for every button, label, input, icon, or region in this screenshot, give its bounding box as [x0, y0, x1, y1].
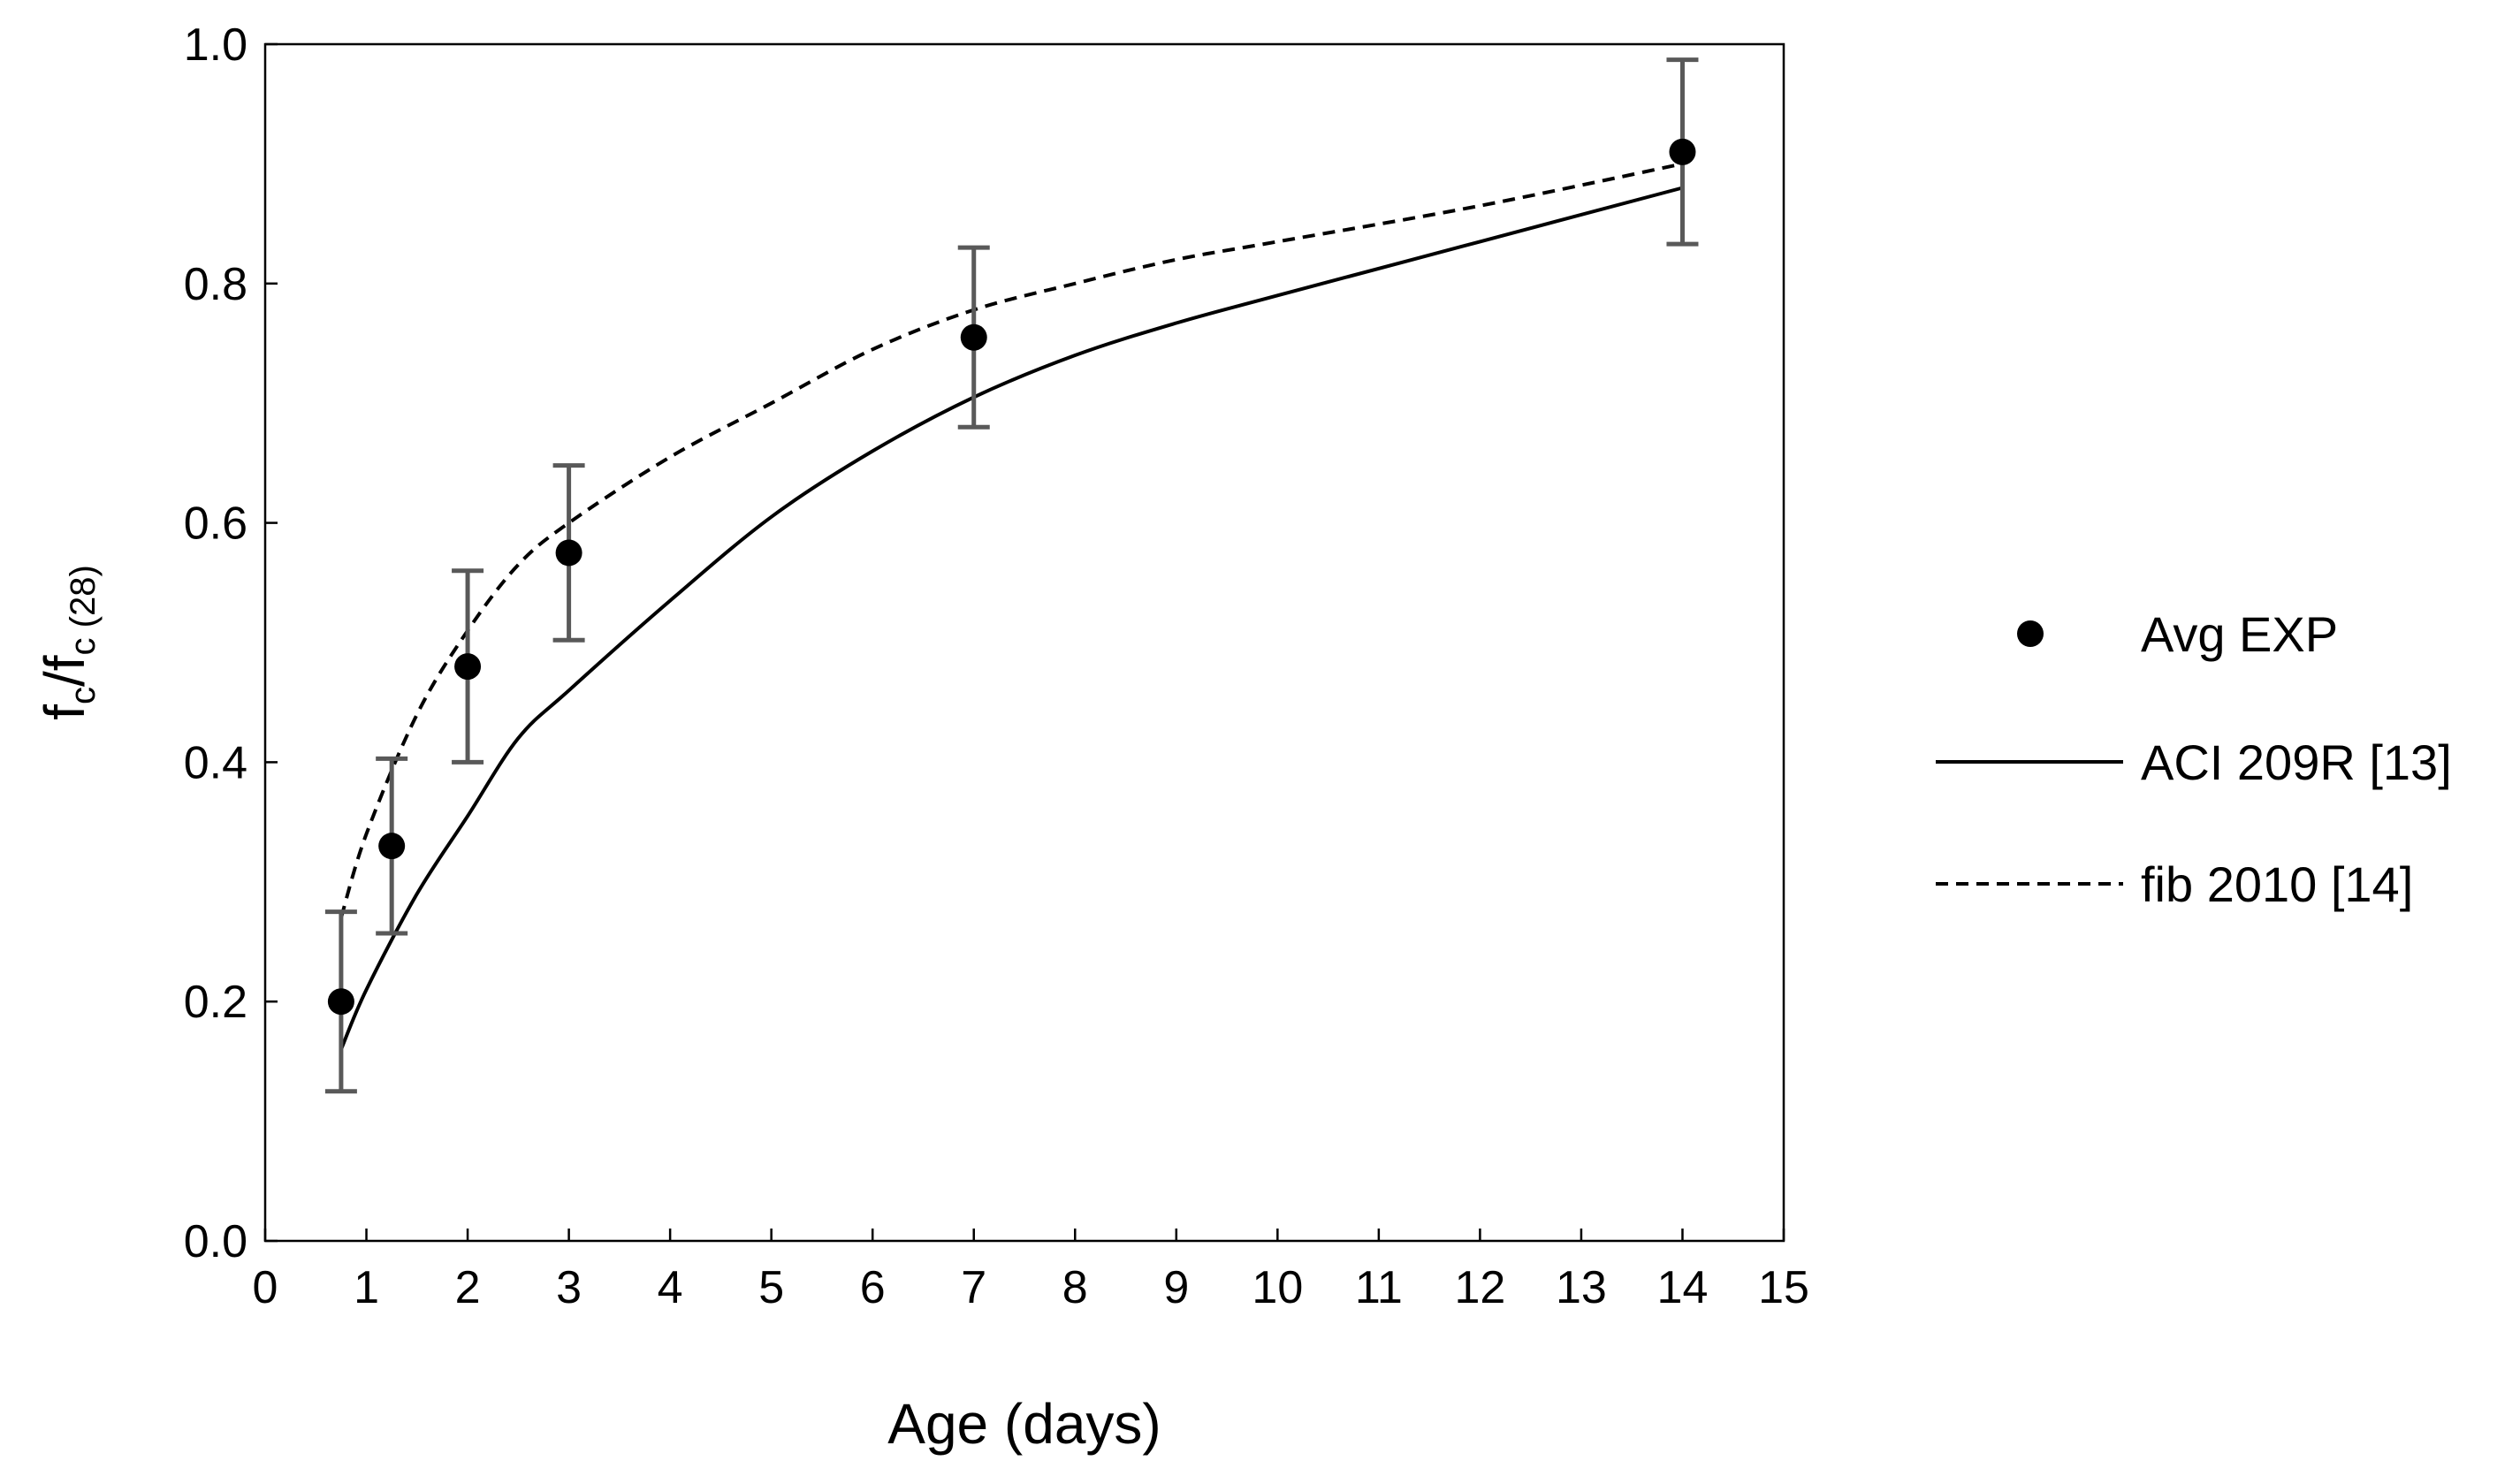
data-point-avg-exp-5: [960, 323, 987, 351]
x-tick-label-4: 4: [658, 1262, 683, 1313]
legend-label-aci: ACI 209R [13]: [2141, 734, 2452, 790]
y-axis-title: fc/fc (28): [33, 565, 103, 720]
x-tick-label-7: 7: [961, 1262, 986, 1313]
svg-text:fc/fc (28): fc/fc (28): [33, 565, 103, 720]
x-tick-label-0: 0: [253, 1262, 278, 1313]
x-tick-label-15: 15: [1758, 1262, 1809, 1313]
y-axis-title-sub-1: c: [64, 687, 103, 704]
y-axis-title-base-2: f: [33, 655, 96, 671]
data-point-avg-exp-3: [454, 653, 482, 681]
series-line-aci-209r: [339, 186, 1684, 1051]
y-tick-label-0.6: 0.6: [184, 498, 247, 550]
data-point-avg-exp-2: [378, 833, 406, 860]
y-tick-label-1.0: 1.0: [184, 19, 247, 71]
y-axis-title-sub-2: c (28): [64, 565, 103, 655]
x-tick-label-11: 11: [1355, 1262, 1403, 1313]
data-points: [327, 138, 1696, 1016]
data-point-avg-exp-4: [555, 539, 582, 567]
x-tick-label-6: 6: [860, 1262, 886, 1313]
y-axis-title-slash: /: [33, 671, 96, 687]
y-axis-ticks: 0.0 0.2 0.4 0.6 0.8 1.0: [184, 19, 278, 1267]
series-line-fib-2010: [339, 162, 1683, 918]
legend-marker-avg-exp: [2017, 620, 2044, 647]
x-axis-title: Age (days): [887, 1392, 1161, 1456]
y-tick-label-0.4: 0.4: [184, 737, 247, 788]
x-tick-label-5: 5: [758, 1262, 784, 1313]
x-tick-label-2: 2: [455, 1262, 481, 1313]
data-point-avg-exp-1: [327, 988, 354, 1016]
legend-label-avg-exp: Avg EXP: [2141, 606, 2338, 662]
legend-label-fib: fib 2010 [14]: [2141, 856, 2413, 912]
x-tick-label-14: 14: [1657, 1262, 1709, 1313]
x-tick-label-3: 3: [556, 1262, 582, 1313]
x-tick-label-10: 10: [1252, 1262, 1303, 1313]
series-lines: [339, 162, 1684, 1051]
x-tick-label-13: 13: [1556, 1262, 1607, 1313]
y-tick-label-0.2: 0.2: [184, 977, 247, 1028]
data-point-avg-exp-6: [1669, 138, 1696, 165]
x-tick-label-9: 9: [1163, 1262, 1189, 1313]
x-tick-label-8: 8: [1062, 1262, 1088, 1313]
x-axis-ticks: 0 1 2 3 4 5 6 7 8 9 10 11 12 13 14 15: [253, 1229, 1809, 1313]
plot-area-frame: [263, 42, 1785, 1243]
y-tick-label-0.0: 0.0: [184, 1216, 247, 1267]
x-tick-label-12: 12: [1454, 1262, 1505, 1313]
legend: Avg EXP ACI 209R [13] fib 2010 [14]: [1936, 606, 2452, 912]
y-axis-title-base-1: f: [33, 704, 96, 720]
y-tick-label-0.8: 0.8: [184, 259, 247, 310]
x-tick-label-1: 1: [354, 1262, 379, 1313]
